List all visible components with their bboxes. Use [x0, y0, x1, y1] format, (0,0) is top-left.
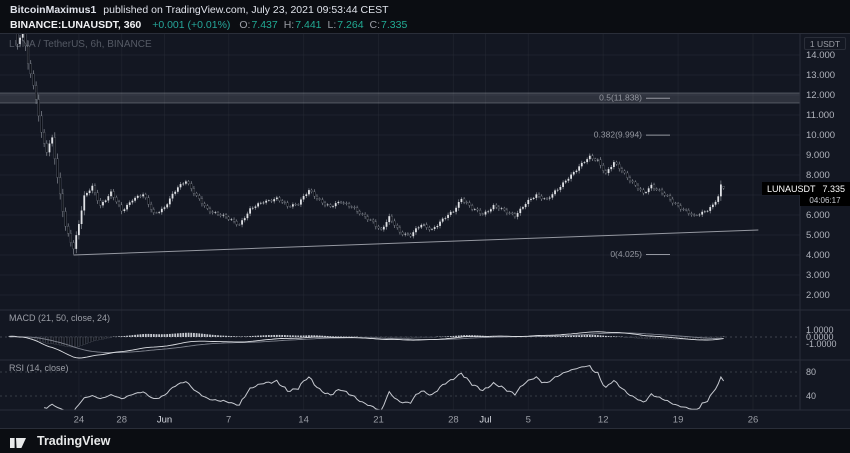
rsi-layer[interactable] [0, 365, 800, 412]
publish-line: BitcoinMaximus1 published on TradingView… [10, 4, 389, 16]
svg-text:80: 80 [806, 367, 816, 377]
svg-text:14: 14 [298, 415, 309, 426]
macd-layer[interactable] [0, 331, 800, 359]
rsi-indicator-label[interactable]: RSI (14, close) [9, 363, 69, 373]
svg-text:0.5(11.838): 0.5(11.838) [599, 93, 642, 103]
author-link[interactable]: BitcoinMaximus1 [10, 4, 97, 16]
ohlc-value: 7.441 [295, 19, 322, 31]
publish-meta: published on TradingView.com, July 23, 2… [103, 4, 389, 16]
time-axis[interactable]: 24 28 Jun 7 14 21 28 Jul 5 12 19 26 [74, 415, 759, 426]
tradingview-logo-icon[interactable] [10, 434, 30, 449]
ohlc-key: C: [369, 19, 381, 31]
svg-text:5: 5 [526, 415, 531, 426]
ohlc-key: H: [283, 19, 295, 31]
ohlc-key: L: [327, 19, 337, 31]
svg-text:2.000: 2.000 [806, 290, 830, 301]
svg-text:14.000: 14.000 [806, 50, 835, 61]
price-label-symbol: LUNAUSDT [767, 183, 816, 194]
svg-text:9.000: 9.000 [806, 150, 830, 161]
svg-text:5.000: 5.000 [806, 230, 830, 241]
price-label-value: 7.335 [822, 183, 845, 194]
svg-text:8.000: 8.000 [806, 170, 830, 181]
price-scale-ticks[interactable]: 14.000 13.000 12.000 11.000 10.000 9.000 8.000… [806, 50, 835, 301]
chart-canvas[interactable]: 14.000 13.000 12.000 11.000 10.000 9.000 8.000… [0, 34, 850, 428]
svg-text:0.0000: 0.0000 [806, 332, 834, 342]
header: BitcoinMaximus1 published on TradingView… [0, 0, 850, 34]
svg-text:28: 28 [448, 415, 459, 426]
svg-text:0(4.025): 0(4.025) [610, 249, 642, 259]
svg-text:26: 26 [748, 415, 759, 426]
svg-text:12.000: 12.000 [806, 90, 835, 101]
ohlc-value: 7.437 [251, 19, 278, 31]
macd-line [9, 331, 724, 359]
svg-text:40: 40 [806, 391, 816, 401]
svg-text:Jul: Jul [479, 415, 491, 426]
rsi-line [43, 365, 725, 410]
svg-text:7: 7 [226, 415, 231, 426]
svg-text:Jun: Jun [157, 415, 172, 426]
symbol-name[interactable]: BINANCE:LUNAUSDT, 360 [10, 19, 142, 31]
ohlc-readout: O:7.437 H:7.441 L:7.264 C:7.335 [233, 19, 407, 31]
resistance-zone [0, 93, 800, 103]
rsi-scale-ticks[interactable]: 80 40 [806, 367, 816, 401]
svg-text:0.382(9.994): 0.382(9.994) [594, 130, 642, 140]
price-unit-button[interactable]: 1 USDT [804, 37, 846, 50]
svg-text:28: 28 [116, 415, 127, 426]
macd-indicator-label[interactable]: MACD (21, 50, close, 24) [9, 313, 111, 323]
svg-text:21: 21 [373, 415, 384, 426]
symbol-line: BINANCE:LUNAUSDT, 360 +0.001 (+0.01%) O:… [10, 19, 407, 31]
last-price-label: LUNAUSDT 7.335 [762, 182, 850, 195]
ohlc-value: 7.264 [337, 19, 364, 31]
svg-text:10.000: 10.000 [806, 130, 835, 141]
price-change: +0.001 (+0.01%) [152, 19, 231, 31]
svg-text:3.000: 3.000 [806, 270, 830, 281]
tradingview-wordmark[interactable]: TradingView [37, 434, 111, 448]
ohlc-value: 7.335 [381, 19, 408, 31]
svg-text:19: 19 [673, 415, 684, 426]
grid-layer [0, 34, 800, 410]
candles-layer[interactable] [3, 34, 725, 255]
ohlc-key: O: [239, 19, 251, 31]
svg-text:6.000: 6.000 [806, 210, 830, 221]
ascending-trendline [73, 229, 759, 256]
footer-bar: TradingView [0, 428, 850, 453]
macd-signal-line [9, 332, 724, 354]
svg-text:4.000: 4.000 [806, 250, 830, 261]
svg-text:1.0000: 1.0000 [806, 325, 834, 335]
svg-text:13.000: 13.000 [806, 70, 835, 81]
svg-text:11.000: 11.000 [806, 110, 834, 121]
svg-text:-1.0000: -1.0000 [806, 339, 837, 349]
bar-countdown: 04:06:17 [800, 195, 850, 206]
svg-text:12: 12 [598, 415, 609, 426]
pane-separators[interactable] [0, 34, 850, 411]
drawings-layer[interactable]: 0.5(11.838) 0.382(9.994) 0(4.025) [0, 92, 800, 259]
svg-text:24: 24 [74, 415, 85, 426]
